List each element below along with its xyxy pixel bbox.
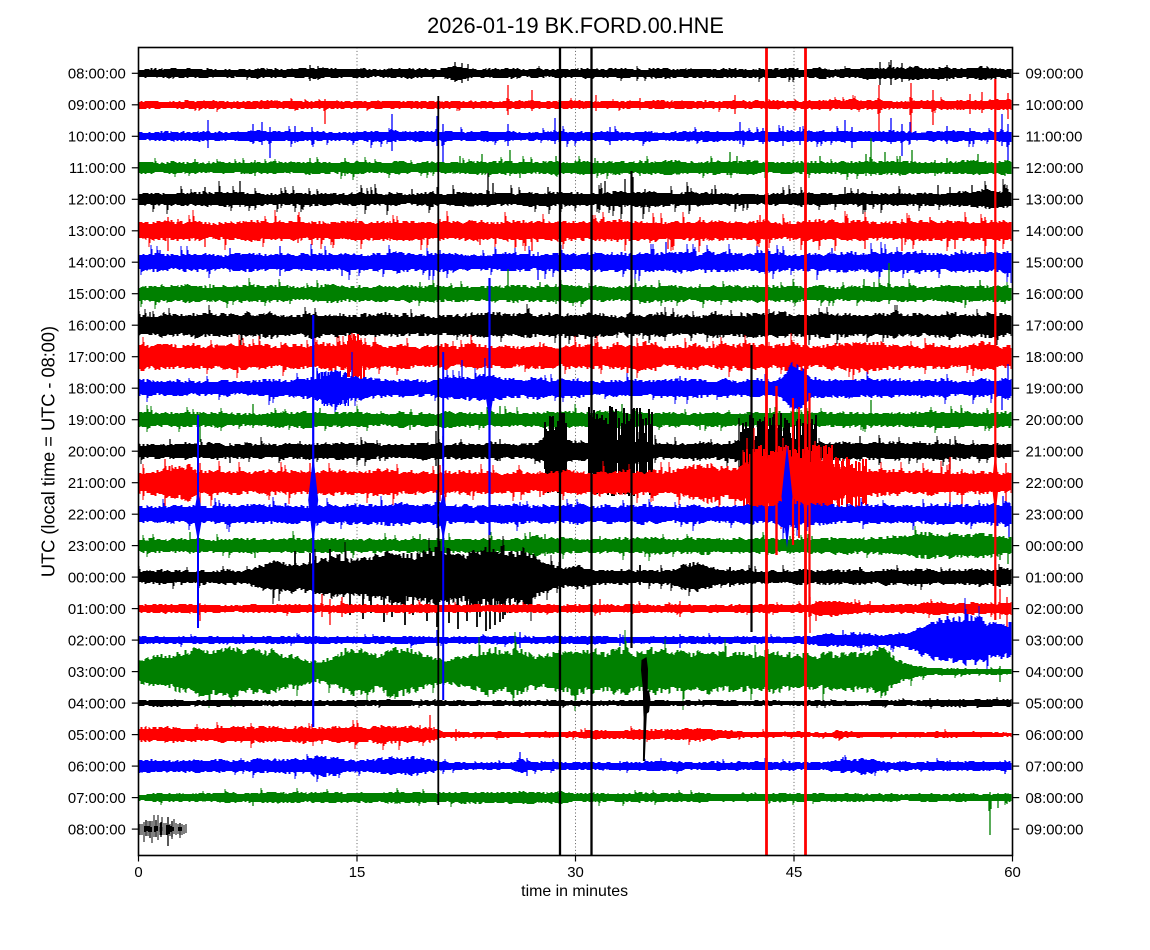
- svg-text:16:00:00: 16:00:00: [1026, 287, 1084, 303]
- svg-text:23:00:00: 23:00:00: [68, 539, 126, 555]
- svg-text:30: 30: [567, 865, 584, 881]
- svg-text:10:00:00: 10:00:00: [68, 130, 126, 146]
- svg-text:05:00:00: 05:00:00: [68, 728, 126, 744]
- svg-text:11:00:00: 11:00:00: [69, 161, 126, 177]
- svg-text:12:00:00: 12:00:00: [68, 193, 126, 209]
- svg-text:13:00:00: 13:00:00: [68, 224, 126, 240]
- svg-text:03:00:00: 03:00:00: [1026, 633, 1084, 649]
- svg-text:06:00:00: 06:00:00: [1026, 728, 1084, 744]
- svg-text:60: 60: [1004, 865, 1021, 881]
- svg-text:21:00:00: 21:00:00: [68, 476, 126, 492]
- svg-text:04:00:00: 04:00:00: [1026, 665, 1084, 681]
- svg-text:02:00:00: 02:00:00: [1026, 602, 1084, 618]
- svg-text:13:00:00: 13:00:00: [1026, 193, 1084, 209]
- svg-text:17:00:00: 17:00:00: [1026, 319, 1084, 335]
- svg-text:04:00:00: 04:00:00: [68, 696, 126, 712]
- svg-text:05:00:00: 05:00:00: [1026, 696, 1084, 712]
- svg-text:21:00:00: 21:00:00: [1026, 445, 1084, 461]
- svg-text:time in minutes: time in minutes: [521, 883, 628, 900]
- svg-text:45: 45: [786, 865, 803, 881]
- svg-text:01:00:00: 01:00:00: [1026, 570, 1084, 586]
- svg-text:0: 0: [134, 865, 142, 881]
- svg-text:19:00:00: 19:00:00: [68, 413, 126, 429]
- svg-text:08:00:00: 08:00:00: [1026, 791, 1084, 807]
- svg-text:11:00:00: 11:00:00: [1026, 130, 1083, 146]
- svg-text:00:00:00: 00:00:00: [68, 570, 126, 586]
- svg-text:09:00:00: 09:00:00: [68, 98, 126, 114]
- svg-text:19:00:00: 19:00:00: [1026, 382, 1084, 398]
- svg-text:14:00:00: 14:00:00: [1026, 224, 1084, 240]
- svg-text:07:00:00: 07:00:00: [68, 791, 126, 807]
- svg-text:18:00:00: 18:00:00: [1026, 350, 1084, 366]
- svg-text:15: 15: [349, 865, 366, 881]
- svg-text:20:00:00: 20:00:00: [1026, 413, 1084, 429]
- svg-text:14:00:00: 14:00:00: [68, 256, 126, 272]
- svg-text:12:00:00: 12:00:00: [1026, 161, 1084, 177]
- svg-text:08:00:00: 08:00:00: [68, 67, 126, 83]
- svg-text:18:00:00: 18:00:00: [68, 382, 126, 398]
- svg-text:03:00:00: 03:00:00: [68, 665, 126, 681]
- svg-text:15:00:00: 15:00:00: [1026, 256, 1084, 272]
- svg-text:02:00:00: 02:00:00: [68, 633, 126, 649]
- svg-text:16:00:00: 16:00:00: [68, 319, 126, 335]
- svg-text:UTC (local time = UTC - 08:00): UTC (local time = UTC - 08:00): [39, 326, 59, 577]
- svg-text:09:00:00: 09:00:00: [1026, 67, 1084, 83]
- svg-text:09:00:00: 09:00:00: [1026, 822, 1084, 838]
- svg-text:07:00:00: 07:00:00: [1026, 759, 1084, 775]
- svg-text:01:00:00: 01:00:00: [68, 602, 126, 618]
- svg-text:06:00:00: 06:00:00: [68, 759, 126, 775]
- svg-text:2026-01-19 BK.FORD.00.HNE: 2026-01-19 BK.FORD.00.HNE: [427, 13, 724, 38]
- svg-text:20:00:00: 20:00:00: [68, 445, 126, 461]
- svg-text:10:00:00: 10:00:00: [1026, 98, 1084, 114]
- svg-text:22:00:00: 22:00:00: [68, 508, 126, 524]
- svg-text:00:00:00: 00:00:00: [1026, 539, 1084, 555]
- svg-text:23:00:00: 23:00:00: [1026, 508, 1084, 524]
- svg-text:08:00:00: 08:00:00: [68, 822, 126, 838]
- svg-text:22:00:00: 22:00:00: [1026, 476, 1084, 492]
- svg-text:15:00:00: 15:00:00: [68, 287, 126, 303]
- svg-text:17:00:00: 17:00:00: [68, 350, 126, 366]
